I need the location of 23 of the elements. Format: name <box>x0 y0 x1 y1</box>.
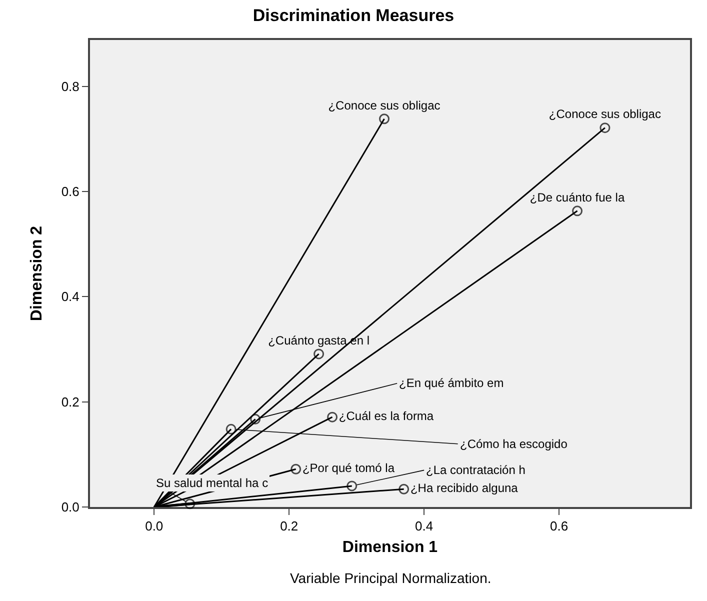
y-tick-label: 0.6 <box>61 184 80 200</box>
x-tick-label: 0.0 <box>145 518 164 534</box>
series-label: ¿De cuánto fue la <box>530 190 625 204</box>
series-label: ¿Conoce sus obligac <box>328 98 440 112</box>
text: ¿Cómo ha escogido <box>460 437 568 451</box>
series-label: ¿Cuál es la forma <box>338 409 434 424</box>
y-tick-label: 0.8 <box>61 78 80 94</box>
text: ¿La contratación h <box>426 463 526 477</box>
y-axis-title: Dimension 2 <box>28 226 46 322</box>
series-label: ¿Ha recibido alguna <box>410 481 518 496</box>
series-label: Su salud mental ha c <box>156 476 268 490</box>
x-axis-title: Dimension 1 <box>342 538 438 556</box>
x-tick-label: 0.2 <box>280 518 298 534</box>
x-tick-label: 0.4 <box>415 518 434 534</box>
text: Variable Principal Normalization. <box>290 570 492 586</box>
y-tick-label: 0.2 <box>61 394 80 410</box>
series-label: ¿Conoce sus obligac <box>548 107 661 122</box>
y-tick-label: 0.4 <box>61 289 80 304</box>
x-tick-label: 0.6 <box>550 518 568 534</box>
chart-title: Discrimination Measures <box>252 6 454 25</box>
y-tick-label: 0.0 <box>61 500 80 515</box>
text: ¿En qué ámbito em <box>399 376 504 390</box>
series-label: ¿Por qué tomó la <box>302 461 395 476</box>
